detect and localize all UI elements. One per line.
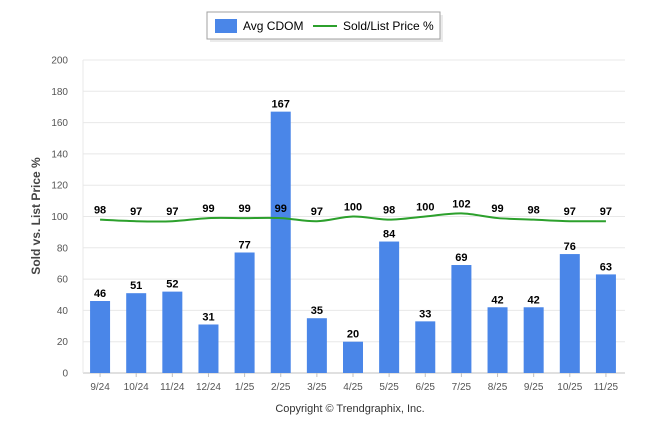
bar-value-label: 33 bbox=[419, 308, 431, 320]
line-value-label: 100 bbox=[344, 202, 362, 214]
bar-9/24 bbox=[90, 301, 111, 373]
bar-2/25 bbox=[270, 111, 291, 374]
y-tick-label: 160 bbox=[51, 118, 68, 129]
x-tick-label: 1/25 bbox=[235, 382, 255, 393]
line-value-label: 100 bbox=[416, 202, 434, 214]
y-axis-ticks: 0 20 40 60 80 100 120 140 160 180 200 bbox=[51, 56, 68, 380]
y-tick-label: 200 bbox=[51, 56, 68, 67]
line-labels: 98 97 97 99 99 99 97 100 98 100 102 99 98 97 97 bbox=[94, 198, 612, 218]
bar-12/24 bbox=[198, 324, 219, 373]
bar-value-label: 20 bbox=[347, 329, 359, 341]
copyright-text: Copyright © Trendgraphix, Inc. bbox=[275, 403, 424, 415]
x-tick-label: 8/25 bbox=[488, 382, 508, 393]
bar-value-label: 77 bbox=[238, 239, 250, 251]
y-tick-label: 180 bbox=[51, 87, 68, 98]
bar-value-label: 63 bbox=[600, 261, 612, 273]
bar-5/25 bbox=[379, 241, 400, 373]
x-tick-label: 11/25 bbox=[594, 382, 619, 393]
line-series bbox=[100, 212, 606, 223]
x-tick-label: 9/25 bbox=[524, 382, 544, 393]
line-value-label: 99 bbox=[238, 203, 250, 215]
y-tick-label: 80 bbox=[57, 243, 69, 254]
line-value-label: 98 bbox=[94, 205, 106, 217]
x-tick-label: 9/24 bbox=[90, 382, 110, 393]
line-value-label: 97 bbox=[311, 206, 323, 218]
line-value-label: 99 bbox=[202, 203, 214, 215]
x-tick-label: 10/25 bbox=[557, 382, 582, 393]
bar-1/25 bbox=[234, 252, 255, 373]
bar-6/25 bbox=[415, 321, 436, 373]
x-axis-ticks: 9/24 10/24 11/24 12/24 1/25 2/25 3/25 4/25 5/25 6… bbox=[90, 373, 619, 393]
y-tick-label: 120 bbox=[51, 181, 68, 192]
bar-11/25 bbox=[595, 274, 616, 373]
legend-bar-swatch bbox=[215, 19, 237, 33]
y-tick-label: 20 bbox=[57, 337, 69, 348]
y-tick-label: 100 bbox=[51, 212, 68, 223]
bar-9/25 bbox=[523, 307, 544, 373]
bar-value-label: 52 bbox=[166, 279, 178, 291]
line-value-label: 98 bbox=[383, 205, 395, 217]
x-tick-label: 2/25 bbox=[271, 382, 291, 393]
legend-bar-label: Avg CDOM bbox=[243, 19, 303, 33]
legend-line-label: Sold/List Price % bbox=[343, 19, 434, 33]
line-value-label: 97 bbox=[600, 206, 612, 218]
x-tick-label: 10/24 bbox=[124, 382, 149, 393]
line-value-label: 99 bbox=[275, 203, 287, 215]
x-tick-label: 7/25 bbox=[452, 382, 472, 393]
bar-10/24 bbox=[126, 293, 147, 373]
bar-value-label: 167 bbox=[272, 99, 290, 111]
y-tick-label: 140 bbox=[51, 149, 68, 160]
bar-value-label: 42 bbox=[491, 294, 503, 306]
line-value-label: 99 bbox=[491, 203, 503, 215]
bar-3/25 bbox=[306, 318, 327, 373]
bar-8/25 bbox=[487, 307, 508, 373]
y-tick-label: 60 bbox=[57, 275, 69, 286]
line-value-label: 97 bbox=[564, 206, 576, 218]
line-value-label: 97 bbox=[166, 206, 178, 218]
bar-series bbox=[90, 111, 616, 374]
bar-value-label: 51 bbox=[130, 280, 142, 292]
line-value-label: 102 bbox=[452, 198, 470, 210]
x-tick-label: 6/25 bbox=[416, 382, 436, 393]
bar-labels: 46 51 52 31 77 167 35 20 84 33 69 42 42 76 63 bbox=[94, 99, 612, 341]
y-tick-label: 40 bbox=[57, 306, 69, 317]
bar-7/25 bbox=[451, 265, 472, 373]
x-tick-label: 4/25 bbox=[343, 382, 363, 393]
bar-value-label: 42 bbox=[528, 294, 540, 306]
bar-4/25 bbox=[343, 341, 363, 373]
x-tick-label: 11/24 bbox=[160, 382, 185, 393]
y-tick-label: 0 bbox=[62, 369, 68, 380]
line-value-label: 98 bbox=[528, 205, 540, 217]
bar-value-label: 46 bbox=[94, 288, 106, 300]
bar-value-label: 35 bbox=[311, 305, 323, 317]
bar-value-label: 84 bbox=[383, 229, 396, 241]
bar-value-label: 76 bbox=[564, 241, 576, 253]
bar-10/25 bbox=[559, 254, 580, 373]
x-tick-label: 12/24 bbox=[196, 382, 221, 393]
y-axis-label: Sold vs. List Price % bbox=[29, 157, 43, 275]
bar-value-label: 69 bbox=[455, 252, 467, 264]
x-tick-label: 3/25 bbox=[307, 382, 327, 393]
bar-value-label: 31 bbox=[202, 311, 214, 323]
x-tick-label: 5/25 bbox=[379, 382, 399, 393]
line-value-label: 97 bbox=[130, 206, 142, 218]
bar-11/24 bbox=[162, 291, 183, 373]
sold-list-price-line bbox=[100, 212, 606, 223]
legend: Avg CDOM Sold/List Price % bbox=[206, 11, 443, 42]
